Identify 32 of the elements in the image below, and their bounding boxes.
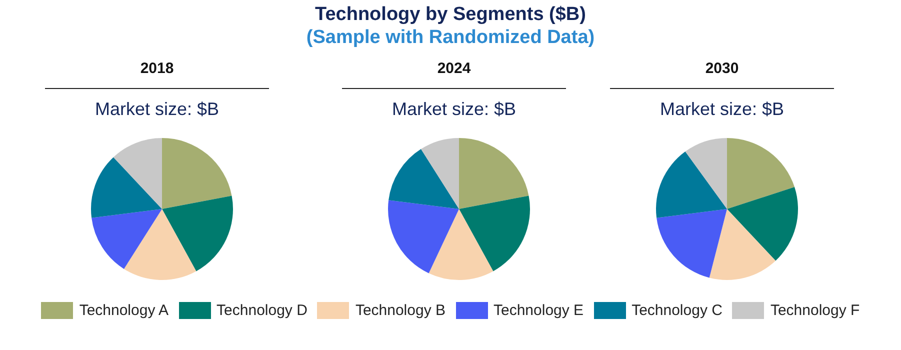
legend-label: Technology A [79,302,169,319]
pie-slice [727,187,798,261]
pie-slice [727,138,795,209]
pie-slice [656,209,727,278]
chart-title: 2018 [139,60,175,79]
pie-slice [91,157,162,218]
chart-subtitle: Market size: $B [658,99,786,120]
legend-label: Technology C [632,302,722,319]
legend-label: Technology E [494,302,584,319]
pie-slice [162,138,232,209]
legend-label: Technology F [770,302,860,319]
pie-slice [162,196,233,272]
legend-label: Technology B [355,302,446,319]
pie-slice [388,200,459,274]
chart-subtitle: Market size: $B [390,99,518,120]
pie-slice [709,209,776,280]
pie-slice [459,138,529,209]
pie-slice [92,209,162,269]
pie-slice [388,149,459,209]
text: Technology by Segments ($B) [314,4,587,26]
pie-slice [420,138,459,209]
chart-title: 2030 [704,60,740,79]
pie-slice [656,152,727,218]
pie-slice [685,138,727,209]
text: (Sample with Randomized Data) [305,27,596,49]
pie-slice [428,209,494,280]
pie-slice [124,209,196,280]
legend-label: Technology D [216,302,308,319]
chart-title: 2024 [436,60,472,79]
pie-slice [113,138,162,209]
pie-slice [459,196,530,272]
chart-subtitle: Market size: $B [94,99,220,120]
